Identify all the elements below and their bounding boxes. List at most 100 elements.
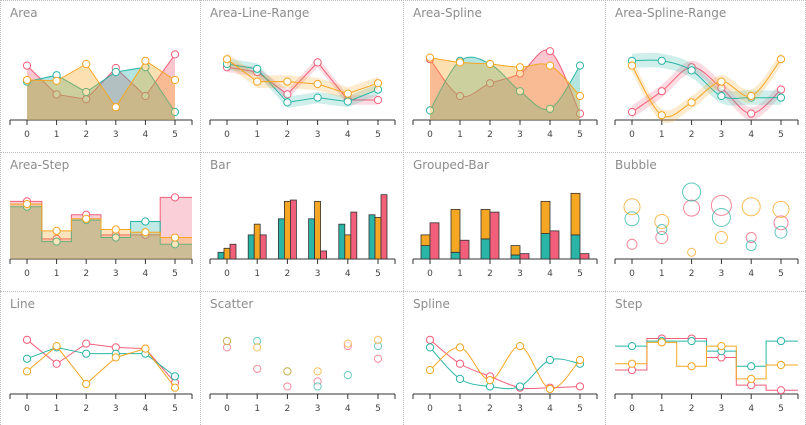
- bar: [314, 200, 321, 260]
- series-line: [26, 66, 176, 113]
- chart-title: Step: [615, 297, 643, 311]
- chart-svg: 0 1 2 3 4 5: [614, 52, 799, 140]
- data-point: [283, 90, 292, 99]
- chart-svg: 0 1 2 3 4 5: [209, 335, 396, 414]
- area-fill: [430, 57, 580, 120]
- chart-title: Scatter: [210, 297, 254, 311]
- grid-divider-vertical: [200, 0, 201, 425]
- data-point: [515, 87, 525, 96]
- data-point: [253, 64, 262, 73]
- data-point: [545, 61, 555, 70]
- bar: [284, 200, 291, 260]
- chart-svg: 0 1 2 3 4 5: [412, 47, 598, 140]
- bar: [217, 251, 225, 260]
- bar: [368, 214, 376, 260]
- data-point: [283, 382, 292, 391]
- data-point: [170, 193, 180, 202]
- bubble-point: [655, 231, 669, 245]
- data-point: [111, 67, 120, 77]
- data-point: [22, 335, 32, 344]
- data-point: [627, 107, 637, 117]
- x-tick-label: 3: [719, 130, 725, 140]
- data-point: [455, 343, 465, 352]
- data-point: [515, 63, 525, 72]
- data-point: [141, 344, 150, 353]
- data-point: [52, 90, 61, 99]
- data-point: [515, 342, 525, 351]
- series-line: [226, 58, 379, 95]
- chart-title: Area-Spline-Range: [615, 6, 727, 20]
- x-tick-label: 4: [748, 130, 754, 140]
- chart-svg: 0 1 2 3 4 5: [9, 193, 193, 279]
- chart-panel-bubble: 0 1 2 3 4 5 Bubble: [605, 152, 806, 291]
- range-band: [227, 58, 378, 108]
- range-band: [632, 52, 781, 106]
- x-tick-label: 4: [143, 130, 149, 140]
- data-point: [52, 342, 61, 351]
- chart-panel-spline: 0 1 2 3 4 5 Spline: [403, 291, 605, 425]
- data-point: [425, 53, 435, 62]
- x-tick-label: 5: [778, 130, 784, 140]
- data-point: [283, 77, 292, 86]
- data-point: [687, 362, 696, 371]
- series-line: [26, 339, 176, 383]
- data-point: [170, 233, 180, 242]
- bar: [229, 243, 237, 260]
- x-tick-label: 2: [487, 130, 493, 140]
- x-tick-label: 1: [254, 404, 260, 414]
- x-tick-label: 5: [778, 269, 784, 279]
- x-tick-label: 5: [577, 130, 583, 140]
- data-point: [141, 91, 150, 101]
- x-tick-label: 5: [172, 404, 178, 414]
- x-tick-label: 2: [285, 404, 291, 414]
- x-tick-label: 0: [629, 269, 635, 279]
- data-point: [222, 55, 232, 64]
- x-tick-label: 0: [24, 269, 30, 279]
- bubble-point: [741, 197, 761, 217]
- series-line: [429, 339, 581, 390]
- data-point: [82, 349, 91, 358]
- x-tick-label: 3: [315, 269, 321, 279]
- grid-border-top: [0, 0, 806, 1]
- x-tick-label: 5: [778, 404, 784, 414]
- x-tick-label: 0: [224, 404, 230, 414]
- data-point: [22, 367, 32, 376]
- bar: [278, 218, 285, 260]
- bubble-point: [774, 225, 788, 239]
- x-tick-label: 3: [113, 130, 119, 140]
- data-point: [425, 106, 435, 115]
- x-tick-label: 1: [659, 130, 665, 140]
- bubble-point: [626, 238, 638, 250]
- data-point: [111, 353, 120, 362]
- bubble-point: [772, 200, 790, 218]
- data-point: [627, 342, 637, 351]
- data-point: [170, 383, 180, 392]
- data-point: [222, 336, 232, 346]
- bubble-point: [682, 182, 702, 202]
- data-point: [776, 55, 786, 64]
- data-point: [747, 362, 756, 371]
- bar: [510, 245, 521, 256]
- data-point: [141, 217, 150, 226]
- series-line: [26, 60, 176, 109]
- range-band: [227, 52, 378, 100]
- data-point: [313, 93, 322, 102]
- data-point: [111, 103, 120, 112]
- x-tick-label: 1: [457, 404, 463, 414]
- bubble-point: [711, 207, 731, 227]
- data-point: [170, 372, 180, 381]
- data-point: [313, 58, 322, 67]
- x-tick-label: 1: [54, 130, 60, 140]
- x-tick-label: 0: [224, 269, 230, 279]
- data-point: [545, 355, 555, 365]
- data-point: [425, 343, 435, 352]
- grid-divider-vertical: [605, 0, 606, 425]
- series-line: [26, 345, 176, 389]
- data-point: [455, 374, 465, 383]
- x-tick-label: 5: [577, 404, 583, 414]
- data-point: [111, 233, 120, 242]
- data-point: [170, 107, 180, 117]
- x-tick-label: 4: [345, 130, 351, 140]
- data-point: [313, 382, 322, 391]
- chart-title: Bar: [210, 158, 231, 172]
